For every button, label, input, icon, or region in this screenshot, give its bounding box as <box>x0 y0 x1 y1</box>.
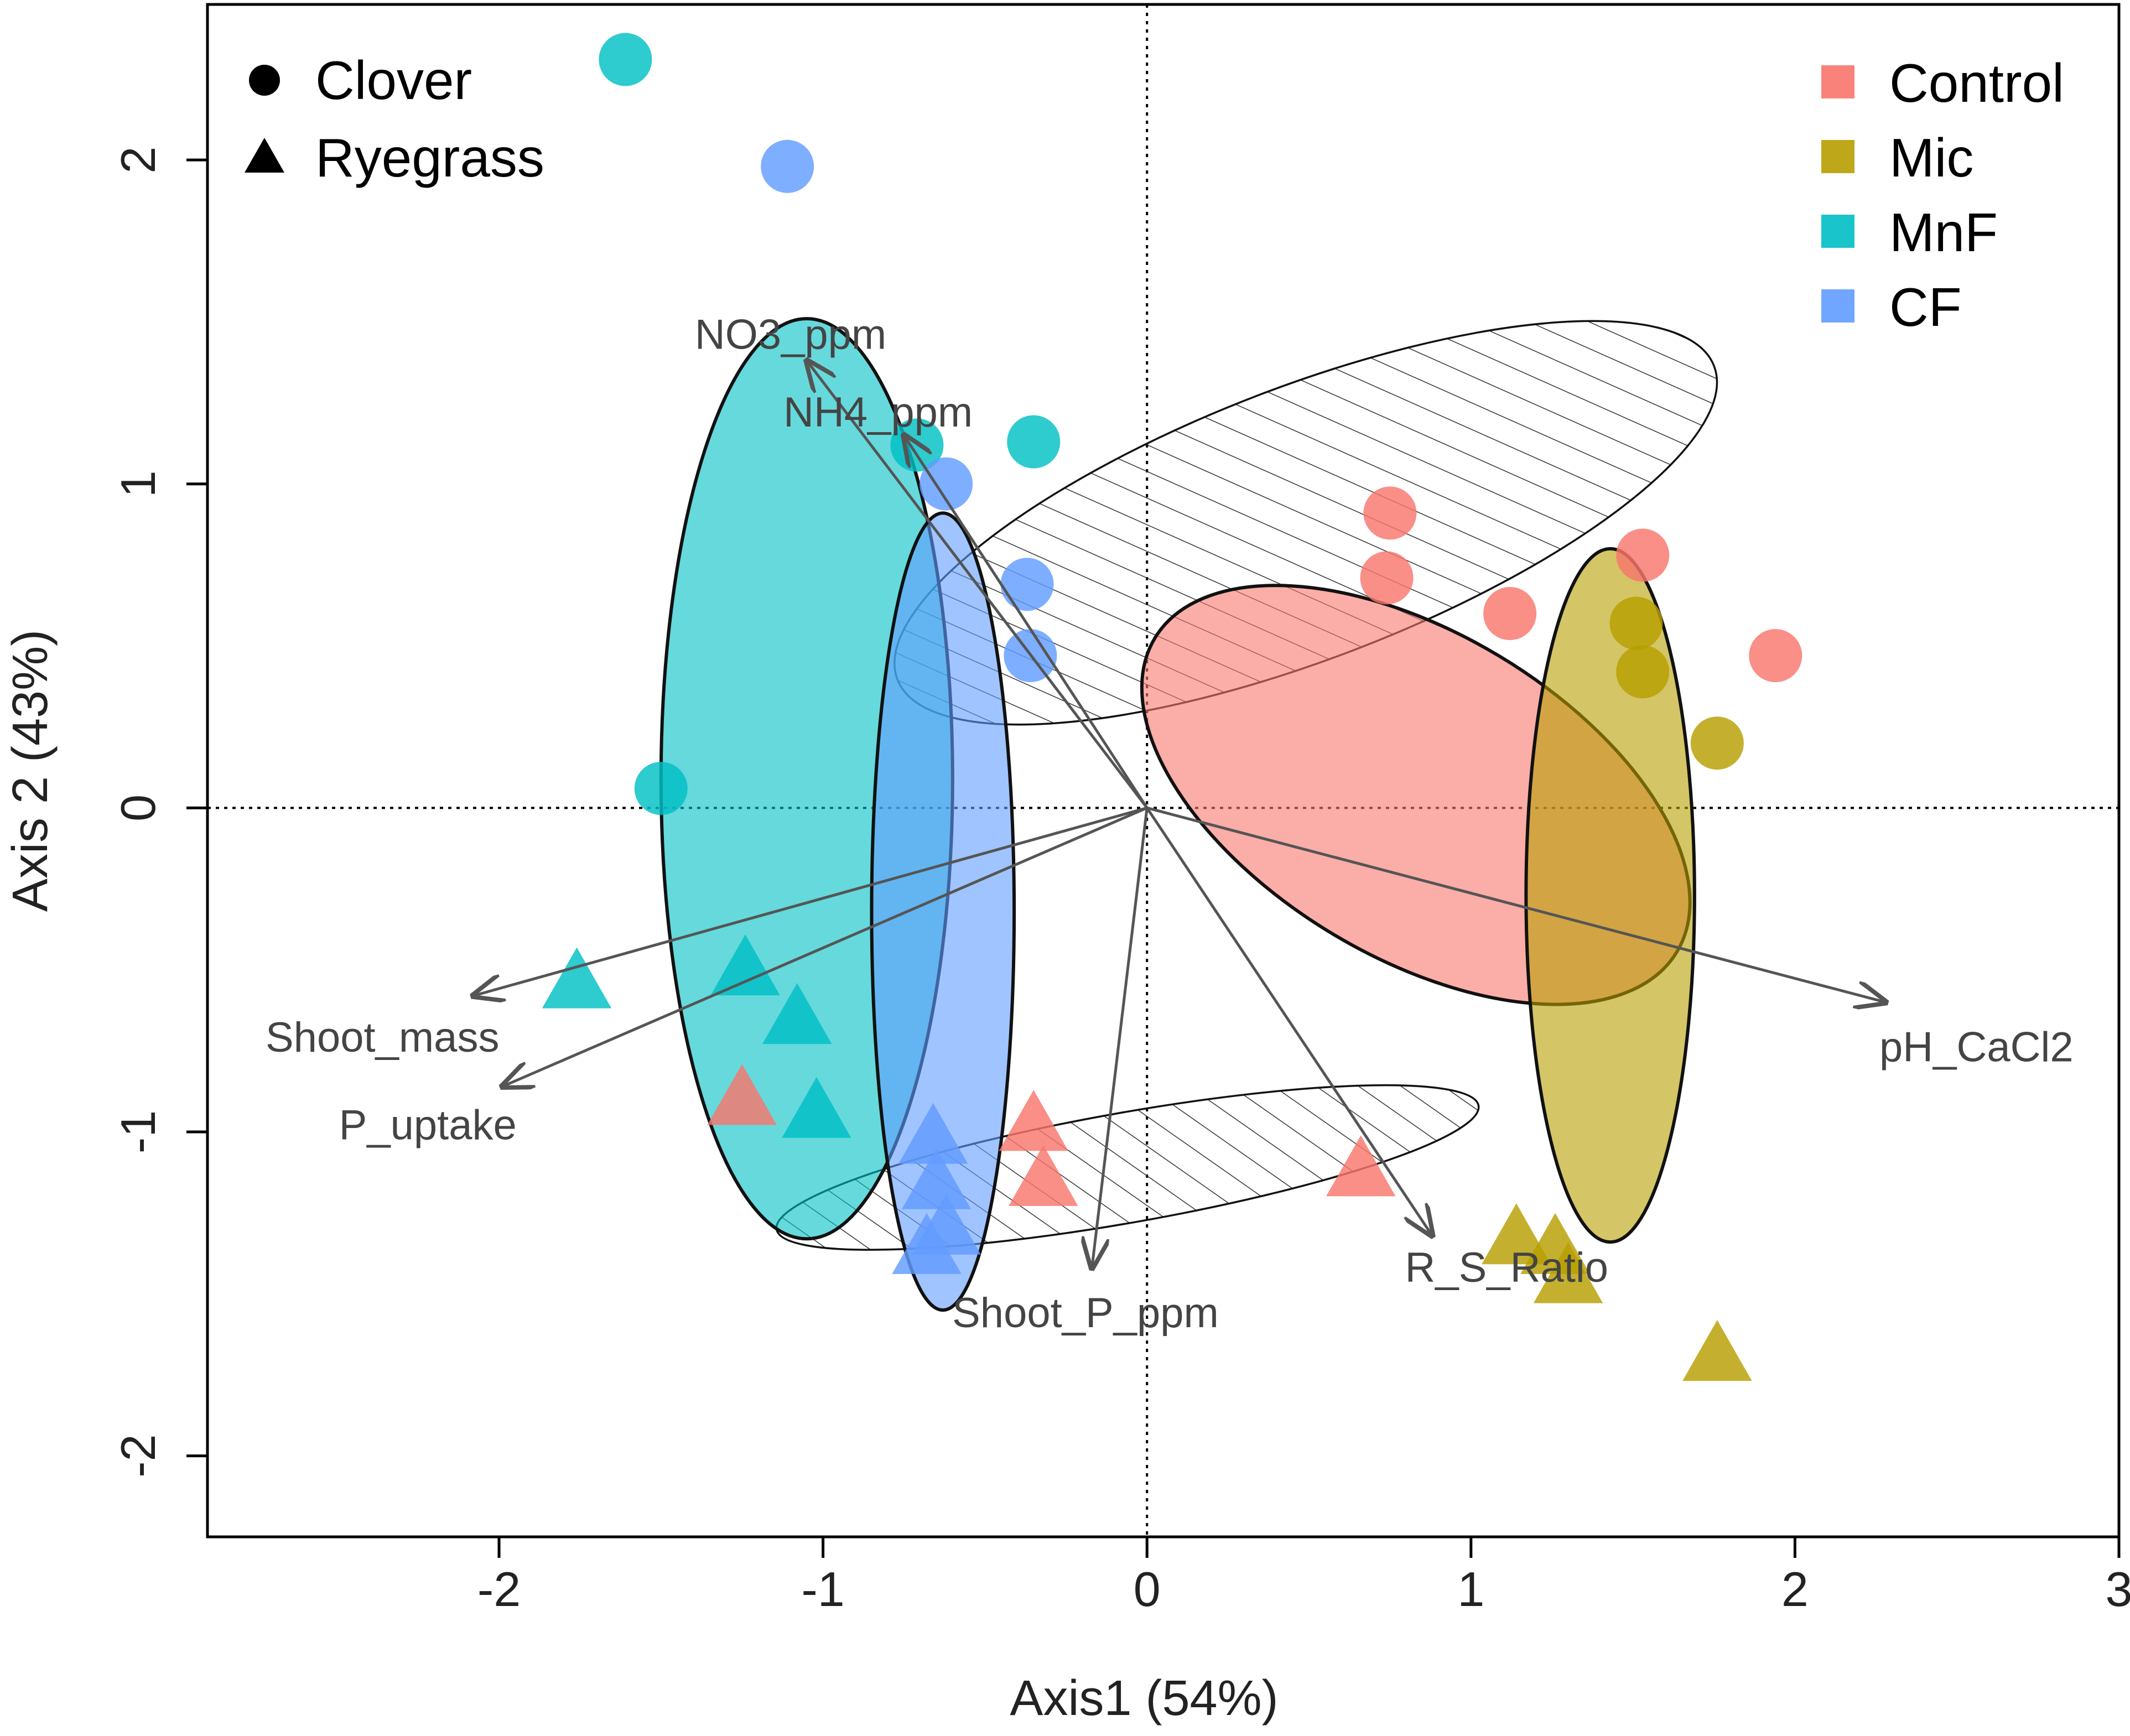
vector-label-nh4-ppm: NH4_ppm <box>783 389 973 436</box>
color-legend-label-mnf: MnF <box>1889 202 1998 263</box>
point-cf-clover-24 <box>761 139 814 193</box>
point-cf-clover-25 <box>919 457 973 511</box>
x-tick-label-0: -2 <box>477 1562 521 1617</box>
point-control-ryegrass-8 <box>707 1064 777 1125</box>
point-mnf-clover-16 <box>599 33 652 86</box>
vector-label-r-s-ratio: R_S_Ratio <box>1405 1244 1608 1291</box>
shape-legend-label-clover: Clover <box>315 50 472 111</box>
point-mic-clover-11 <box>1690 716 1744 770</box>
point-mic-clover-9 <box>1609 596 1663 650</box>
vector-ph-cacl2 <box>1146 806 1885 1002</box>
y-tick-label-3: 1 <box>111 470 165 497</box>
point-control-clover-2 <box>1483 586 1537 640</box>
y-tick-label-4: 2 <box>111 147 165 174</box>
y-axis-title: Axis 2 (43%) <box>3 630 58 912</box>
x-tick-label-1: -1 <box>802 1562 845 1617</box>
y-tick-label-2: 0 <box>111 794 165 822</box>
vector-shoot-p-ppm <box>1092 808 1149 1268</box>
vector-label-ph-cacl2: pH_CaCl2 <box>1879 1024 2074 1071</box>
shape-legend-symbol-ryegrass <box>245 138 284 173</box>
ellipse-cf <box>870 511 1016 1312</box>
point-control-ryegrass-7 <box>1326 1135 1396 1197</box>
point-mic-clover-10 <box>1616 645 1670 699</box>
point-control-clover-1 <box>1360 551 1414 605</box>
x-tick-label-5: 3 <box>2106 1562 2130 1617</box>
color-legend-swatch-cf <box>1821 289 1854 323</box>
shape-legend-label-ryegrass: Ryegrass <box>315 127 544 188</box>
point-mnf-ryegrass-20 <box>542 947 612 1009</box>
point-control-clover-4 <box>1749 629 1802 683</box>
color-legend-label-control: Control <box>1889 53 2064 113</box>
point-mnf-clover-17 <box>1007 415 1061 469</box>
color-legend-label-mic: Mic <box>1889 127 1973 188</box>
point-control-ryegrass-6 <box>1009 1145 1078 1206</box>
vector-r-s-ratio <box>1146 807 1432 1235</box>
color-legend-swatch-mnf <box>1821 215 1854 248</box>
point-control-clover-3 <box>1616 528 1670 582</box>
vector-label-no3-ppm: NO3_ppm <box>695 311 886 358</box>
ellipse-mic <box>1524 547 1696 1244</box>
shape-legend: Clover Ryegrass <box>245 50 544 188</box>
vector-label-shoot-p-ppm: Shoot_P_ppm <box>952 1290 1219 1337</box>
vector-shoot-mass <box>473 806 1147 996</box>
vector-label-shoot-mass: Shoot_mass <box>266 1014 499 1061</box>
vector-no3-ppm <box>807 361 1149 809</box>
data-points <box>542 33 1802 1381</box>
point-mic-ryegrass-15 <box>1682 1320 1752 1381</box>
vector-label-p-uptake: P_uptake <box>339 1101 517 1148</box>
point-mic-ryegrass-12 <box>1482 1203 1551 1265</box>
point-cf-ryegrass-31 <box>892 1213 962 1274</box>
x-tick-label-2: 0 <box>1134 1562 1161 1617</box>
point-mnf-ryegrass-21 <box>710 934 780 996</box>
x-axis-title: Axis1 (54%) <box>1010 1671 1278 1726</box>
color-legend-label-cf: CF <box>1889 277 1962 337</box>
point-mnf-ryegrass-23 <box>782 1077 851 1138</box>
vector-labels: NO3_ppm NH4_ppm Shoot_mass P_uptake Shoot_P_… <box>266 311 2074 1337</box>
x-axis-ticks: -2 -1 0 1 2 3 <box>477 1535 2130 1617</box>
y-axis-ticks: -2 -1 0 1 2 <box>111 147 209 1478</box>
point-control-clover-0 <box>1363 486 1417 540</box>
vector-p-uptake <box>502 807 1148 1087</box>
shape-legend-symbol-clover <box>249 65 280 96</box>
y-tick-label-1: -1 <box>111 1110 165 1153</box>
color-legend-swatch-control <box>1821 65 1854 98</box>
point-cf-clover-26 <box>1000 558 1054 611</box>
color-legend-swatch-mic <box>1821 140 1854 173</box>
point-mic-ryegrass-14 <box>1533 1242 1603 1303</box>
x-tick-label-3: 1 <box>1457 1562 1484 1617</box>
y-tick-label-0: -2 <box>111 1434 165 1477</box>
axes: -2 -1 0 1 2 3 -2 -1 0 1 2 Axis1 (54%) Axis 2 (43%… <box>3 147 2130 1726</box>
vector-nh4-ppm <box>904 435 1149 809</box>
color-legend: Control Mic MnF CF <box>1821 53 2064 337</box>
point-cf-ryegrass-28 <box>898 1103 968 1164</box>
point-control-ryegrass-5 <box>999 1090 1068 1151</box>
point-mnf-ryegrass-22 <box>762 983 832 1044</box>
point-cf-ryegrass-29 <box>901 1148 972 1209</box>
point-mnf-clover-19 <box>634 762 688 815</box>
plot-area <box>207 4 2119 1537</box>
loading-vectors <box>473 361 1885 1268</box>
x-tick-label-4: 2 <box>1781 1562 1809 1617</box>
reference-lines <box>207 4 2119 1537</box>
